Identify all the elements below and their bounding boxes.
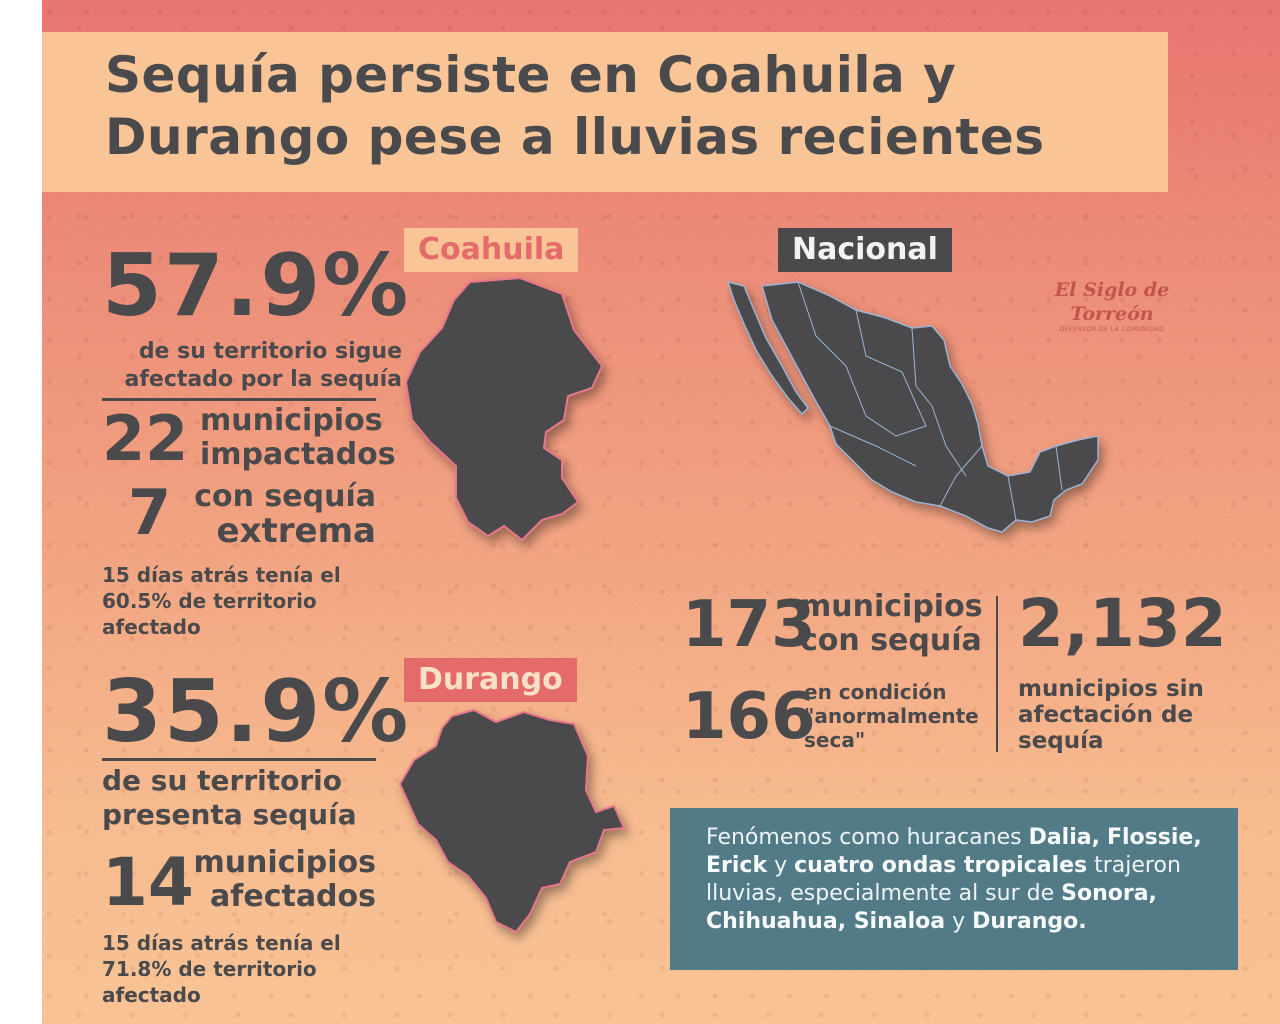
vertical-divider [996,596,998,752]
coahuila-municipios-desc-line1: municipios [200,403,383,438]
nacional-anormal-count: 166 [682,680,816,754]
coahuila-extrema-desc-line1: con sequía [194,479,376,514]
durango-percent-desc-line1: de su territorio [102,764,342,797]
info-text: Fenómenos como huracanes Dalia, Flossie,… [706,824,1216,936]
info-panel [670,808,1238,970]
nacional-sequia-desc-line2: con sequía [800,623,982,658]
info-text-part: trajeron lluvias, especialmente al sur d… [706,853,1181,906]
nacional-sin-afectacion-desc-line3: sequía [1018,728,1104,754]
nacional-sin-afectacion-desc: municipios sin afectación de sequía [1018,676,1228,754]
durango-municipios-desc: municipios afectados [192,846,376,914]
durango-percent-desc: de su territorio presenta sequía [102,764,378,832]
durango-note: 15 días atrás tenía el 71.8% de territor… [102,931,341,1007]
coahuila-map-icon [404,276,604,542]
info-highlight: cuatro ondas tropicales [794,853,1088,878]
nacional-sin-afectacion-count: 2,132 [1018,585,1227,662]
durango-percent: 35.9% [102,662,411,762]
infographic-canvas: Sequía persiste en Coahuila y Durango pe… [42,0,1280,1024]
coahuila-percent-desc-line2: afectado por la sequía [124,367,403,392]
coahuila-extrema-desc-line2: extrema [216,511,376,551]
coahuila-municipios-desc-line2: impactados [200,437,396,472]
coahuila-percent: 57.9% [102,236,411,336]
info-text-part: y [767,853,795,878]
info-highlight: Dalia, [1028,825,1100,850]
mexico-map-icon [726,280,1099,533]
nacional-sequia-desc: municipios con sequía [800,590,1000,658]
nacional-sin-afectacion-desc-line2: afectación de [1018,702,1194,728]
nacional-anormal-desc-line2: "anormalmente [804,704,979,728]
divider [102,758,376,761]
coahuila-extrema-count: 7 [128,476,172,549]
title-banner [42,32,1168,192]
durango-municipios-desc-line2: afectados [210,879,376,914]
info-highlight: Durango. [972,909,1087,934]
divider [102,398,376,401]
tag-durango: Durango [404,658,577,702]
durango-map-icon [398,708,626,934]
page-title: Sequía persiste en Coahuila y Durango pe… [105,46,1045,166]
durango-municipios-desc-line1: municipios [193,845,376,880]
tag-nacional: Nacional [778,228,952,272]
coahuila-municipios-desc: municipios impactados [200,403,396,472]
info-highlight: Flossie, Erick [706,825,1202,878]
newspaper-logo: El Siglo de Torreón DEFENSOR DE LA COMUN… [1014,278,1210,334]
nacional-sequia-desc-line1: municipios [800,589,983,624]
logo-name: El Siglo de Torreón [1054,279,1170,325]
nacional-sin-afectacion-desc-line1: municipios sin [1018,676,1204,702]
coahuila-percent-desc: de su territorio sigue afectado por la s… [102,338,403,394]
durango-percent-desc-line2: presenta sequía [102,798,357,831]
coahuila-municipios-count: 22 [102,402,189,475]
coahuila-percent-desc-line1: de su territorio sigue [138,339,402,364]
info-highlight: Sonora, Chihuahua, Sinaloa [706,881,1157,934]
durango-municipios-count: 14 [102,844,194,921]
tag-coahuila: Coahuila [404,228,579,272]
info-text-part: y [945,909,973,934]
nacional-anormal-desc: en condición "anormalmente seca" [804,680,1004,752]
nacional-anormal-desc-line3: seca" [804,728,866,752]
nacional-anormal-desc-line1: en condición [804,680,947,704]
info-text-part: Fenómenos como huracanes [706,825,1029,850]
coahuila-note: 15 días atrás tenía el 60.5% de territor… [102,563,341,639]
nacional-sequia-count: 173 [682,588,816,662]
logo-tagline: DEFENSOR DE LA COMUNIDAD [1059,326,1165,333]
